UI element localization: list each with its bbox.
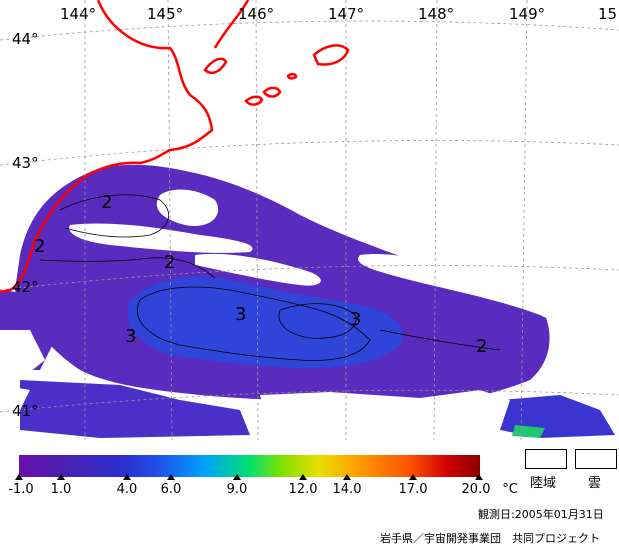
cloud-mask — [0, 189, 619, 438]
longitude-label: 144° — [60, 5, 96, 23]
south-water-patch — [20, 380, 250, 438]
colorbar-tick-label: 6.0 — [160, 482, 182, 497]
coastline — [0, 0, 350, 294]
colorbar-tick-label: 14.0 — [332, 482, 362, 497]
contour-label: 2 — [101, 192, 112, 213]
land-legend-label: 陸域 — [530, 476, 557, 491]
isotherms — [39, 194, 501, 361]
colorbar-tick-label: 4.0 — [116, 482, 138, 497]
meridian-line — [255, 0, 259, 440]
cloud-patch — [0, 385, 30, 412]
colorbar-tick-mark — [15, 474, 23, 480]
observation-date: 観測日:2005年01月31日 — [478, 508, 604, 521]
colorbar-unit: °C — [502, 482, 518, 497]
colorbar-tick-mark — [233, 474, 241, 480]
colorbar-tick-label: 17.0 — [398, 482, 428, 497]
graticule — [0, 0, 619, 440]
latitude-label: 41° — [12, 402, 39, 420]
isotherm-line — [59, 194, 170, 238]
colorbar-tick-label: 1.0 — [50, 482, 72, 497]
colorbar-tick-mark — [57, 474, 65, 480]
colorbar-tick-mark — [409, 474, 417, 480]
contour-label: 2 — [476, 336, 487, 357]
meridian-line — [433, 0, 438, 440]
kuril-coast — [213, 0, 250, 49]
isotherm-line — [379, 329, 501, 351]
colorbar-tick-mark — [167, 474, 175, 480]
longitude-label: 147° — [328, 5, 364, 23]
isotherm-line — [278, 303, 357, 339]
latitude-label: 44° — [12, 30, 39, 48]
isotherm-line — [137, 286, 371, 361]
sea-surface-temperature-map: 2 2 2 3 3 3 2 144° 145° 146° 147° 148° 1… — [0, 0, 619, 440]
island-outline — [312, 44, 350, 66]
cool-water-area — [127, 276, 403, 369]
contour-label: 3 — [350, 309, 361, 330]
hokkaido-coast — [0, 0, 214, 294]
colorbar-tick-label: -1.0 — [8, 482, 34, 497]
colorbar-tick-mark — [475, 474, 483, 480]
cloud-legend-swatch — [575, 449, 617, 469]
latitude-label: 42° — [12, 278, 39, 296]
credit-text: 岩手県／宇宙開発事業団 共同プロジェクト — [380, 532, 600, 545]
isotherm-line — [39, 257, 216, 279]
cloud-patch — [0, 330, 45, 380]
cloud-patch — [260, 390, 510, 438]
latitude-label: 43° — [12, 154, 39, 172]
longitude-label: 149° — [509, 5, 545, 23]
warm-patch — [512, 425, 545, 438]
longitude-label: 146° — [238, 5, 274, 23]
longitude-label: 15 — [598, 5, 617, 23]
temperature-colorbar — [19, 455, 480, 477]
land-legend-swatch — [525, 449, 567, 469]
cloud-patch — [358, 254, 619, 330]
meridian-line — [167, 0, 173, 440]
temperature-field — [0, 164, 615, 438]
contour-label: 2 — [34, 236, 45, 257]
contour-label: 2 — [164, 252, 175, 273]
cloud-patch — [69, 223, 253, 253]
cloud-patch — [156, 189, 219, 226]
meridian-line — [520, 0, 528, 440]
island-outline — [203, 57, 228, 74]
colorbar-tick-label: 20.0 — [461, 482, 491, 497]
colorbar-tick-label: 12.0 — [288, 482, 318, 497]
colorbar-tick-mark — [299, 474, 307, 480]
island-outline — [262, 86, 282, 98]
colorbar-tick-mark — [123, 474, 131, 480]
contour-label: 3 — [235, 304, 246, 325]
contour-label: 3 — [125, 326, 136, 347]
cloud-patch — [555, 330, 619, 400]
island-outline — [244, 95, 264, 106]
longitude-label: 148° — [418, 5, 454, 23]
colorbar-tick-mark — [343, 474, 351, 480]
colorbar-tick-label: 9.0 — [226, 482, 248, 497]
cold-water-area — [15, 164, 550, 407]
longitude-label: 145° — [147, 5, 183, 23]
island-outline — [286, 72, 298, 80]
cloud-legend-label: 雲 — [588, 476, 602, 491]
